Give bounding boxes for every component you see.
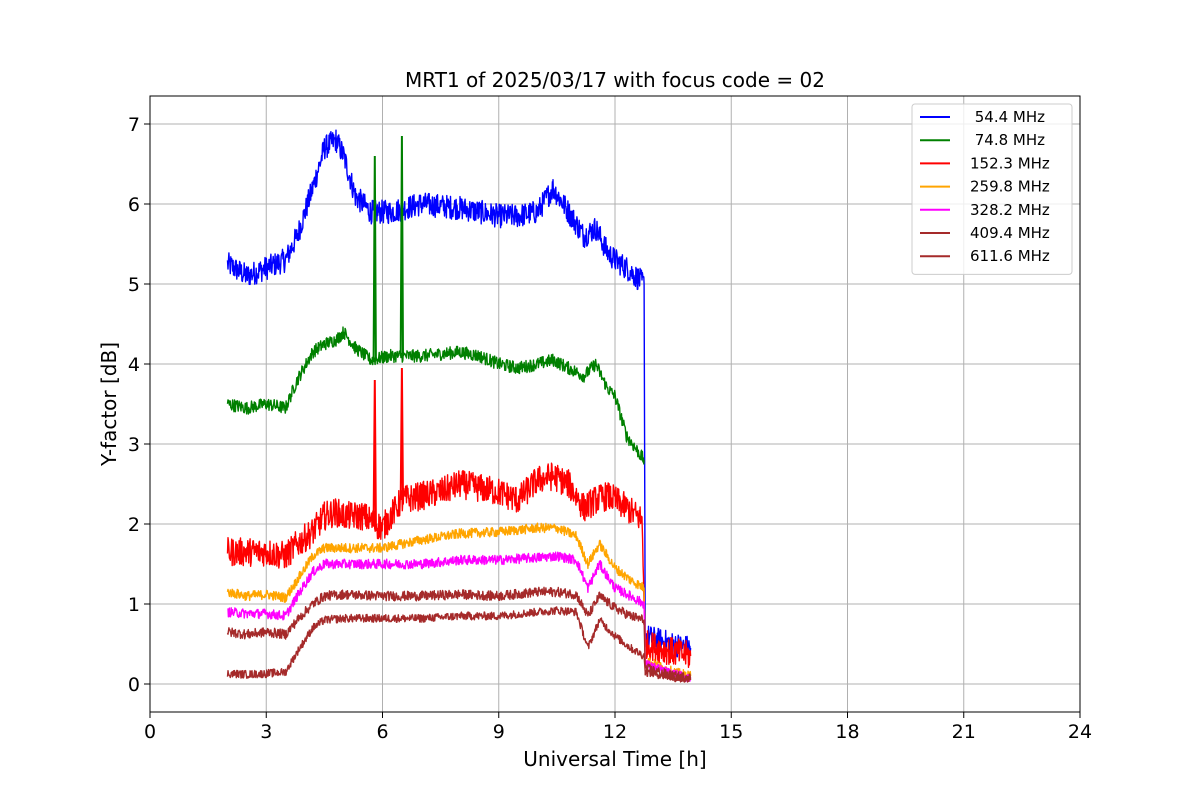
- x-tick-label: 9: [493, 721, 505, 743]
- y-tick-label: 1: [128, 594, 140, 616]
- y-tick-label: 7: [128, 114, 140, 136]
- series-line-6: [226, 606, 692, 683]
- series-line-2: [226, 462, 692, 668]
- y-tick-label: 3: [128, 434, 140, 456]
- legend-label: 409.4 MHz: [970, 224, 1050, 242]
- chart-title: MRT1 of 2025/03/17 with focus code = 02: [405, 68, 825, 92]
- series-line-0: [226, 129, 692, 658]
- x-axis-title: Universal Time [h]: [523, 747, 706, 771]
- legend-label: 259.8 MHz: [970, 178, 1050, 196]
- series-spike-2: [399, 367, 404, 501]
- series-spike-2: [372, 379, 377, 524]
- series-line-5: [226, 586, 692, 683]
- series-line-1: [226, 326, 645, 465]
- legend: 54.4 MHz 74.8 MHz 152.3 MHz 259.8 MHz 328.2…: [911, 103, 1073, 275]
- series-layer: [226, 129, 692, 683]
- series-spike-1: [399, 135, 404, 357]
- y-axis-title: Y-factor [dB]: [97, 342, 121, 467]
- legend-box: [911, 103, 1073, 275]
- series-line-3: [226, 522, 692, 681]
- y-tick-label: 5: [128, 274, 140, 296]
- legend-label: 74.8 MHz: [970, 131, 1045, 149]
- x-tick-label: 12: [603, 721, 627, 743]
- legend-label: 54.4 MHz: [970, 108, 1045, 126]
- x-tick-label: 18: [835, 721, 859, 743]
- x-tick-label: 24: [1068, 721, 1092, 743]
- x-tick-label: 15: [719, 721, 743, 743]
- y-tick-label: 4: [128, 354, 140, 376]
- x-tick-label: 3: [260, 721, 272, 743]
- x-tick-label: 21: [952, 721, 976, 743]
- legend-label: 152.3 MHz: [970, 154, 1050, 172]
- y-tick-label: 0: [128, 674, 140, 696]
- y-tick-label: 2: [128, 514, 140, 536]
- y-tick-label: 6: [128, 194, 140, 216]
- series-line-4: [227, 551, 692, 682]
- legend-label: 611.6 MHz: [970, 247, 1050, 265]
- legend-label: 328.2 MHz: [970, 201, 1050, 219]
- x-tick-label: 0: [144, 721, 156, 743]
- series-spike-1: [372, 155, 377, 360]
- x-tick-label: 6: [376, 721, 388, 743]
